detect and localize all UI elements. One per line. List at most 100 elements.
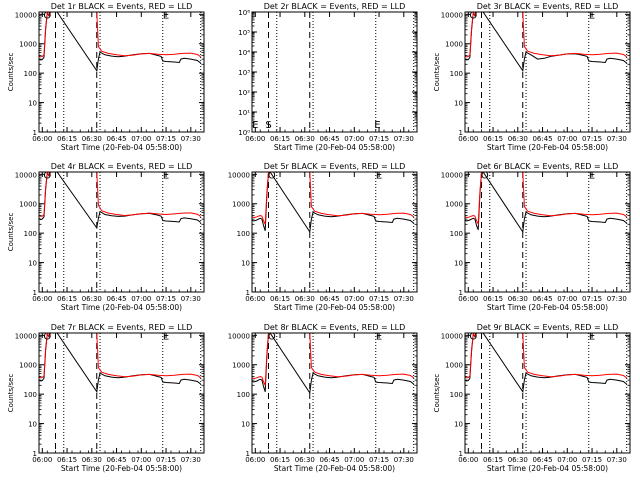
y-axis-label: Counts/sec [433, 374, 441, 413]
x-tick-label: 07:00 [131, 456, 151, 464]
y-tick-label: 1 [33, 289, 37, 297]
x-tick-label: 07:00 [557, 135, 577, 143]
events-series-line [252, 333, 415, 395]
x-tick-label: 06:45 [106, 135, 126, 143]
y-tick-label: 100 [450, 230, 463, 238]
y-tick-label: 1 [246, 450, 250, 458]
x-tick-label: 06:45 [532, 295, 552, 303]
x-tick-label: 06:30 [295, 135, 315, 143]
x-tick-label: 07:30 [394, 135, 414, 143]
y-tick-label: 10¹ [238, 109, 250, 117]
x-tick-label: 07:30 [607, 295, 627, 303]
events-series-line [465, 333, 628, 394]
lld-series-line [39, 172, 201, 217]
x-tick-label: 07:30 [394, 456, 414, 464]
x-tick-label: 07:00 [344, 456, 364, 464]
lld-series-line [465, 12, 627, 58]
x-tick-label: 07:15 [582, 295, 602, 303]
y-tick-label: 10 [28, 421, 37, 429]
x-tick-label: 06:45 [319, 135, 339, 143]
plot-annotation-letter: O [43, 10, 51, 21]
x-tick-label: 06:45 [532, 456, 552, 464]
y-tick-label: 10⁵ [238, 29, 250, 37]
lld-series-line [465, 333, 627, 379]
plot-annotation-letter: O [469, 331, 477, 342]
plot-annotation-letter: O [469, 10, 477, 21]
y-tick-label: 10 [241, 260, 250, 268]
x-tick-label: 06:00 [245, 456, 265, 464]
lld-series-line [39, 12, 201, 58]
panel-det-2r: Det 2r BLACK = Events, RED = LLD 10⁰ 10¹ 10… [238, 2, 418, 152]
x-tick-label: 07:00 [131, 135, 151, 143]
y-tick-label: 10000 [441, 11, 463, 19]
x-tick-label: 06:15 [270, 456, 290, 464]
plot-annotation-letter: E [163, 10, 169, 21]
panel-det-4r: Det 4r BLACK = Events, RED = LLD 1 10 100 10… [7, 162, 205, 312]
y-tick-label: 10000 [15, 332, 37, 340]
x-axis-label: Start Time (20-Feb-04 05:58:00) [61, 464, 182, 473]
x-axis-label: Start Time (20-Feb-04 05:58:00) [274, 303, 395, 312]
x-tick-label: 06:00 [245, 135, 265, 143]
events-series-line [252, 172, 415, 234]
plot-annotation-letter: E [374, 120, 380, 131]
x-tick-label: 06:30 [82, 135, 102, 143]
plot-annotation-letter: O [43, 331, 51, 342]
x-tick-label: 06:00 [458, 295, 478, 303]
x-tick-label: 06:30 [295, 456, 315, 464]
x-tick-label: 07:30 [181, 135, 201, 143]
y-axis-label: Counts/sec [7, 374, 15, 413]
x-axis-label: Start Time (20-Feb-04 05:58:00) [487, 303, 608, 312]
x-tick-label: 06:00 [32, 135, 52, 143]
x-tick-label: 06:15 [57, 295, 77, 303]
y-tick-label: 10 [28, 260, 37, 268]
plot-annotation-letter: O [43, 170, 51, 181]
panel-det-7r: Det 7r BLACK = Events, RED = LLD 1 10 100 10… [7, 323, 205, 473]
y-tick-label: 1000 [19, 201, 37, 209]
panel-det-8r: Det 8r BLACK = Events, RED = LLD 1 10 100 10… [228, 323, 418, 473]
events-series-line [465, 12, 628, 73]
y-tick-label: 1000 [445, 362, 463, 370]
x-tick-label: 06:00 [458, 456, 478, 464]
x-tick-label: 07:00 [344, 295, 364, 303]
y-tick-label: 1000 [232, 362, 250, 370]
y-axis-label: Counts/sec [433, 53, 441, 92]
x-tick-label: 07:15 [369, 295, 389, 303]
y-tick-label: 10000 [15, 171, 37, 179]
events-series-line [39, 12, 202, 73]
y-tick-label: 1 [33, 450, 37, 458]
plot-annotation-letter: E [589, 331, 595, 342]
plot-annotation-letter: O [268, 170, 276, 181]
y-tick-label: 10000 [441, 171, 463, 179]
x-tick-label: 07:30 [607, 135, 627, 143]
events-series-line [39, 333, 202, 394]
x-tick-label: 07:30 [181, 456, 201, 464]
x-tick-label: 06:30 [508, 135, 528, 143]
plot-annotation-letter: E [163, 331, 169, 342]
x-tick-label: 07:15 [156, 456, 176, 464]
plot-annotation-letter: E [376, 331, 382, 342]
x-tick-label: 06:45 [106, 295, 126, 303]
y-tick-label: 100 [24, 70, 37, 78]
x-axis-label: Start Time (20-Feb-04 05:58:00) [487, 464, 608, 473]
y-tick-label: 1000 [445, 201, 463, 209]
panel-title: Det 9r BLACK = Events, RED = LLD [477, 323, 619, 332]
y-tick-label: 1000 [232, 201, 250, 209]
y-tick-label: 10000 [228, 171, 250, 179]
x-tick-label: 07:00 [344, 135, 364, 143]
plot-annotation-letter: S [265, 120, 271, 131]
y-tick-label: 10⁴ [238, 49, 250, 57]
panel-title: Det 7r BLACK = Events, RED = LLD [51, 323, 193, 332]
y-tick-label: 1 [246, 289, 250, 297]
y-tick-label: 10000 [15, 11, 37, 19]
x-tick-label: 07:00 [131, 295, 151, 303]
x-tick-label: 06:15 [270, 295, 290, 303]
x-tick-label: 07:15 [156, 295, 176, 303]
y-tick-label: 1000 [19, 41, 37, 49]
x-tick-label: 06:00 [32, 295, 52, 303]
x-tick-label: 07:00 [557, 295, 577, 303]
y-tick-label: 100 [237, 391, 250, 399]
x-tick-label: 06:30 [508, 456, 528, 464]
x-tick-label: 06:15 [270, 135, 290, 143]
x-axis-label: Start Time (20-Feb-04 05:58:00) [274, 143, 395, 152]
